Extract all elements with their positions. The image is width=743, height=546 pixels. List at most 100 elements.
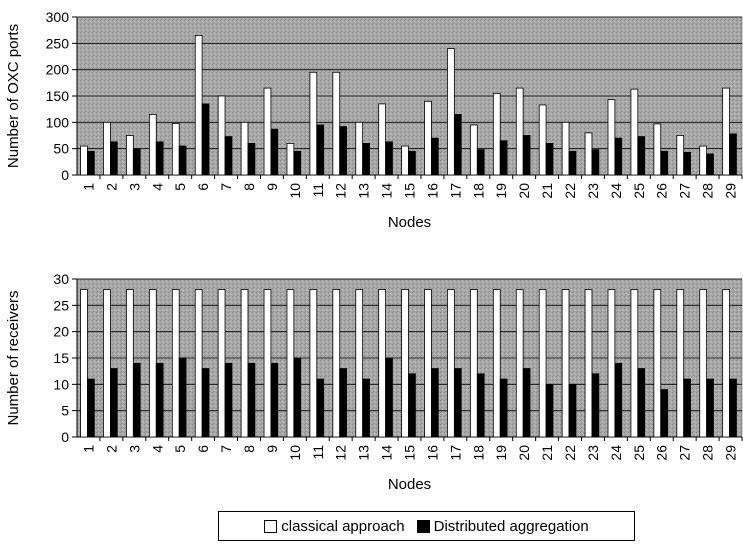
x-tick-label: 17 (447, 445, 463, 461)
bar-distributed (339, 368, 347, 438)
bar-distributed (568, 150, 577, 176)
legend-item-distributed: Distributed aggregation (416, 517, 589, 535)
bar-distributed (637, 368, 646, 438)
bar-classical (355, 289, 364, 438)
x-tick-label: 3 (126, 445, 142, 453)
bar-distributed (316, 124, 325, 176)
bar-classical (286, 289, 295, 438)
y-tick-label: 10 (53, 376, 69, 392)
x-tick-label: 29 (723, 183, 739, 199)
x-tick-label: 6 (195, 445, 211, 453)
bar-classical (584, 132, 593, 176)
bar-distributed (87, 378, 95, 438)
bar-distributed (224, 136, 233, 176)
bar-distributed (453, 368, 462, 438)
x-tick-label: 18 (470, 445, 486, 461)
x-axis-title: Nodes (388, 214, 431, 231)
bar-classical (217, 289, 226, 438)
bar-distributed (385, 141, 393, 176)
x-tick-label: 9 (264, 445, 280, 453)
bar-classical (240, 121, 249, 176)
bar-classical (447, 289, 455, 438)
legend-label-distributed: Distributed aggregation (433, 517, 589, 535)
bar-distributed (178, 145, 187, 176)
bar-distributed (178, 357, 187, 438)
x-tick-label: 14 (379, 445, 395, 461)
bar-classical (722, 87, 730, 176)
y-axis-title: Number of OXC ports (5, 24, 22, 168)
bar-distributed (316, 378, 325, 438)
bar-distributed (476, 373, 485, 438)
y-tick-label: 200 (46, 62, 70, 78)
x-tick-label: 2 (103, 183, 119, 191)
x-tick-label: 5 (172, 445, 188, 453)
bar-classical (378, 289, 386, 438)
bar-classical (676, 289, 685, 438)
bar-classical (309, 71, 318, 176)
bar-classical (470, 124, 478, 176)
bar-distributed (591, 373, 600, 438)
x-tick-label: 21 (539, 183, 555, 199)
y-tick-label: 0 (61, 167, 69, 183)
legend-label-classical: classical approach (281, 517, 405, 535)
bar-classical (607, 289, 616, 438)
bar-distributed (362, 378, 370, 438)
y-tick-label: 250 (46, 35, 70, 51)
x-tick-label: 1 (80, 445, 96, 453)
x-tick-label: 26 (654, 183, 670, 199)
bar-distributed (660, 389, 669, 438)
x-tick-label: 21 (539, 445, 555, 461)
x-tick-label: 28 (700, 445, 716, 461)
bar-classical (148, 289, 157, 438)
bar-distributed (476, 149, 485, 176)
bar-distributed (385, 357, 393, 438)
x-tick-label: 7 (218, 445, 234, 453)
x-tick-label: 3 (126, 183, 142, 191)
bar-classical (103, 289, 111, 438)
x-tick-label: 24 (608, 445, 624, 461)
y-tick-label: 30 (53, 271, 69, 287)
bar-classical (240, 289, 249, 438)
x-tick-label: 24 (608, 183, 624, 199)
bar-distributed (729, 133, 737, 176)
bar-distributed (247, 142, 256, 176)
bar-classical (263, 87, 272, 176)
x-tick-label: 11 (310, 183, 326, 198)
x-tick-label: 22 (562, 445, 578, 461)
x-tick-label: 19 (493, 183, 509, 199)
bar-classical (171, 289, 180, 438)
y-tick-label: 150 (46, 88, 70, 104)
bar-distributed (729, 378, 737, 438)
bar-classical (653, 123, 662, 176)
bar-distributed (155, 362, 164, 438)
bar-classical (561, 121, 570, 176)
bar-distributed (706, 153, 714, 176)
x-tick-label: 5 (172, 183, 188, 191)
x-tick-label: 27 (677, 445, 693, 461)
bar-distributed (568, 383, 577, 438)
y-tick-label: 50 (53, 141, 69, 157)
bar-distributed (132, 148, 141, 176)
x-tick-label: 14 (379, 183, 395, 199)
x-tick-label: 25 (631, 445, 647, 461)
x-tick-label: 20 (516, 445, 532, 461)
bar-classical (194, 289, 203, 438)
x-tick-label: 13 (356, 183, 372, 199)
y-tick-label: 5 (61, 403, 69, 419)
x-tick-label: 7 (218, 183, 234, 191)
bar-distributed (132, 362, 141, 438)
bar-classical (401, 289, 409, 438)
bar-classical (309, 289, 318, 438)
bar-distributed (408, 150, 416, 176)
bar-distributed (339, 126, 347, 176)
bar-distributed (522, 135, 531, 176)
bar-classical (447, 48, 455, 176)
bar-classical (538, 104, 547, 176)
bar-distributed (270, 362, 279, 438)
bar-distributed (109, 141, 118, 176)
x-tick-label: 4 (149, 445, 165, 453)
bar-distributed (683, 378, 691, 438)
bar-classical (492, 289, 501, 438)
